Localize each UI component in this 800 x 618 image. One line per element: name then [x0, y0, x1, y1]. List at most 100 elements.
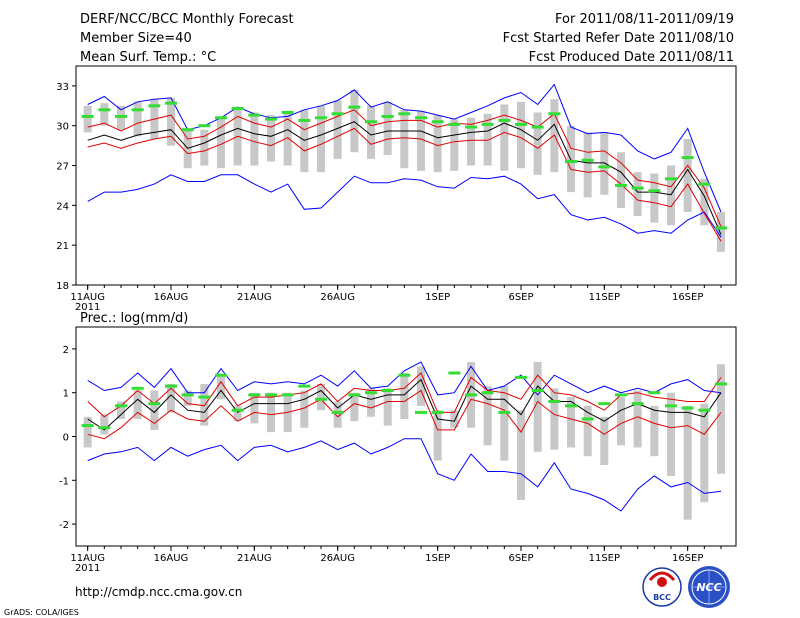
ensemble-range-bar — [300, 109, 309, 173]
observed-marker — [498, 410, 511, 414]
observed-marker — [631, 186, 644, 190]
fcst-started-date: Fcst Started Refer Date 2011/08/10 — [503, 31, 734, 46]
observed-marker — [148, 402, 161, 406]
ensemble-range-bar — [650, 173, 659, 223]
y-tick-label: 1 — [63, 389, 69, 400]
observed-marker — [498, 118, 511, 122]
observed-marker — [165, 101, 177, 105]
ensemble-range-bar — [417, 366, 425, 406]
series-line-ensemble-mean — [87, 378, 722, 431]
observed-marker — [415, 116, 427, 120]
ensemble-range-bar — [617, 152, 625, 209]
observed-marker — [348, 105, 361, 109]
ensemble-range-bar — [133, 101, 142, 137]
x-tick-label: 21AUG — [237, 553, 272, 564]
ensemble-range-bar — [117, 401, 125, 419]
ensemble-range-bar — [317, 105, 325, 173]
observed-marker — [615, 183, 627, 187]
ensemble-range-bar — [633, 390, 642, 448]
ensemble-range-bar — [417, 111, 425, 171]
observed-marker — [648, 189, 661, 193]
ensemble-range-bar — [533, 362, 542, 452]
y-tick-label: -2 — [59, 520, 69, 531]
observed-marker — [198, 395, 211, 399]
ensemble-range-bar — [383, 388, 392, 426]
observed-marker — [531, 125, 544, 129]
ensemble-range-bar — [450, 410, 459, 428]
observed-marker — [648, 391, 661, 395]
ensemble-range-bar — [183, 131, 192, 169]
observed-marker — [115, 114, 127, 118]
x-tick-label: 16SEP — [672, 292, 703, 303]
y-tick-label: 33 — [56, 82, 69, 93]
ensemble-range-bar — [200, 383, 209, 426]
observed-marker — [398, 112, 411, 116]
ensemble-range-bar — [333, 100, 342, 159]
observed-marker — [531, 389, 544, 393]
series-line-upper-spread — [87, 109, 722, 227]
bcc-logo-text: BCC — [653, 593, 671, 602]
observed-marker — [365, 391, 377, 395]
series-line-lower-spread — [87, 389, 722, 440]
observed-marker — [181, 128, 194, 132]
ensemble-range-bar — [433, 115, 442, 173]
ensemble-range-bar — [617, 397, 625, 446]
ensemble-range-bar — [683, 405, 692, 520]
source-url[interactable]: http://cmdp.ncc.cma.gov.cn — [75, 585, 242, 599]
ensemble-range-bar — [167, 383, 175, 413]
ensemble-range-bar — [250, 392, 259, 424]
observed-marker — [448, 371, 461, 375]
observed-marker — [598, 402, 611, 406]
ensemble-range-bar — [583, 132, 592, 198]
ensemble-range-bar — [633, 172, 642, 216]
y-tick-label: 18 — [56, 281, 69, 292]
ensemble-range-bar — [83, 416, 92, 448]
x-tick-year: 2011 — [75, 563, 100, 574]
series-line-ensemble-min — [87, 174, 722, 238]
ensemble-range-bar — [267, 115, 275, 162]
forecast-period: For 2011/08/11-2011/09/19 — [555, 12, 734, 27]
observed-marker — [565, 160, 577, 164]
ensemble-range-bar — [567, 125, 575, 193]
ensemble-range-bar — [500, 104, 509, 171]
observed-marker — [548, 399, 561, 403]
ensemble-range-bar — [700, 178, 709, 226]
x-tick-label: 6SEP — [508, 292, 533, 303]
x-tick-label: 1SEP — [425, 553, 450, 564]
x-tick-label: 26AUG — [320, 553, 355, 564]
x-tick-label: 11SEP — [589, 292, 620, 303]
observed-marker — [565, 404, 577, 408]
x-tick-label: 21AUG — [237, 292, 272, 303]
ensemble-range-bar — [183, 390, 192, 406]
grads-credit: GrADS: COLA/IGES — [4, 608, 79, 617]
ensemble-range-bar — [533, 112, 542, 175]
ensemble-range-bar — [217, 375, 225, 400]
ensemble-range-bar — [650, 405, 659, 457]
ensemble-range-bar — [250, 112, 259, 166]
ensemble-range-bar — [500, 386, 509, 461]
observed-marker — [331, 410, 344, 414]
plot-frame — [75, 65, 737, 286]
observed-marker — [298, 118, 311, 122]
ensemble-range-bar — [83, 105, 92, 133]
observed-marker — [398, 373, 411, 377]
y-tick-label: -1 — [59, 476, 69, 487]
y-tick-label: 30 — [56, 122, 69, 133]
ensemble-range-bar — [583, 405, 592, 457]
observed-marker — [131, 108, 144, 112]
ensemble-range-bar — [550, 388, 559, 450]
observed-marker — [665, 177, 677, 181]
observed-marker — [698, 182, 711, 186]
ensemble-range-bar — [217, 119, 225, 169]
observed-marker — [315, 116, 327, 120]
observed-marker — [415, 410, 427, 414]
ensemble-range-bar — [483, 386, 492, 446]
observed-marker — [81, 114, 94, 118]
chart-title: DERF/NCC/BCC Monthly Forecast — [80, 12, 294, 27]
observed-marker — [515, 375, 527, 379]
observed-marker — [265, 393, 277, 397]
observed-marker — [431, 410, 444, 414]
